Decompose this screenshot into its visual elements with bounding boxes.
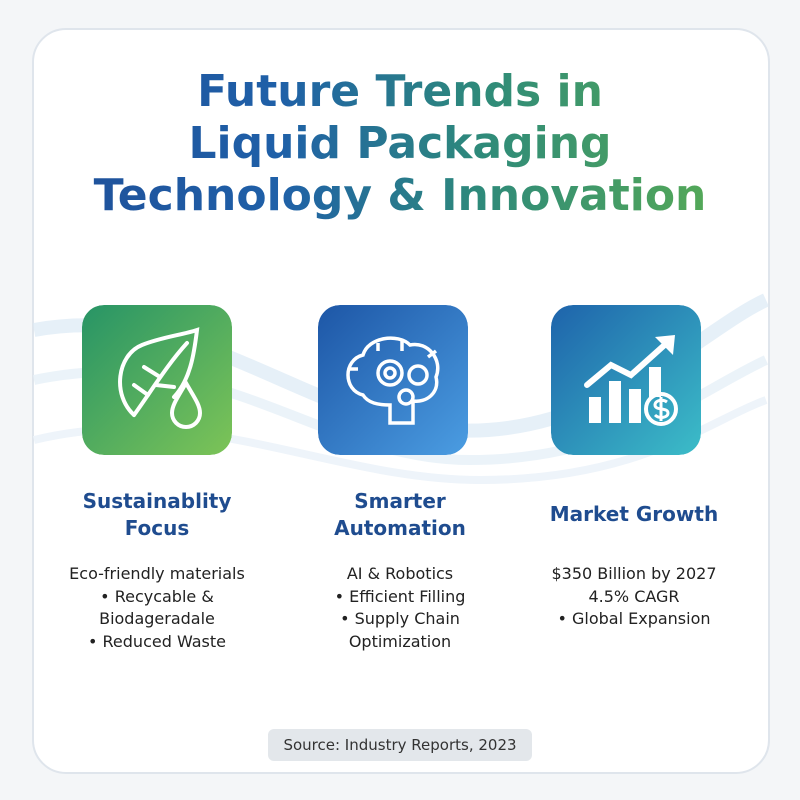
- column-item: • Supply Chain: [340, 609, 460, 628]
- column-item: $350 Billion by 2027: [551, 564, 717, 583]
- column-item: AI & Robotics: [346, 564, 454, 583]
- column-item: • Recycable &: [100, 586, 214, 606]
- sustainability-icon: [82, 305, 232, 455]
- column-heading: Smarter: [354, 489, 446, 513]
- column-heading: Sustainablity: [82, 489, 232, 513]
- column-item: • Global Expansion: [557, 609, 711, 628]
- column-heading: Market Growth: [549, 502, 719, 526]
- title-line: Future Trends in: [0, 66, 800, 118]
- title-line: Liquid Packaging: [0, 118, 800, 170]
- market-growth-icon: [551, 305, 701, 455]
- column-heading: Focus: [124, 516, 190, 540]
- column-item: 4.5% CAGR: [588, 586, 680, 606]
- automation-icon: [318, 305, 468, 455]
- column-item: Optimization: [348, 631, 452, 651]
- column-item: Eco-friendly materials: [69, 564, 245, 583]
- source-note: Source: Industry Reports, 2023: [268, 729, 532, 761]
- column-item: Biodageradale: [99, 609, 215, 628]
- column-item: • Reduced Waste: [88, 631, 226, 651]
- column-item: • Efficient Filling: [334, 586, 466, 606]
- column-heading: Automation: [334, 516, 466, 540]
- title-line: Technology & Innovation: [0, 170, 800, 222]
